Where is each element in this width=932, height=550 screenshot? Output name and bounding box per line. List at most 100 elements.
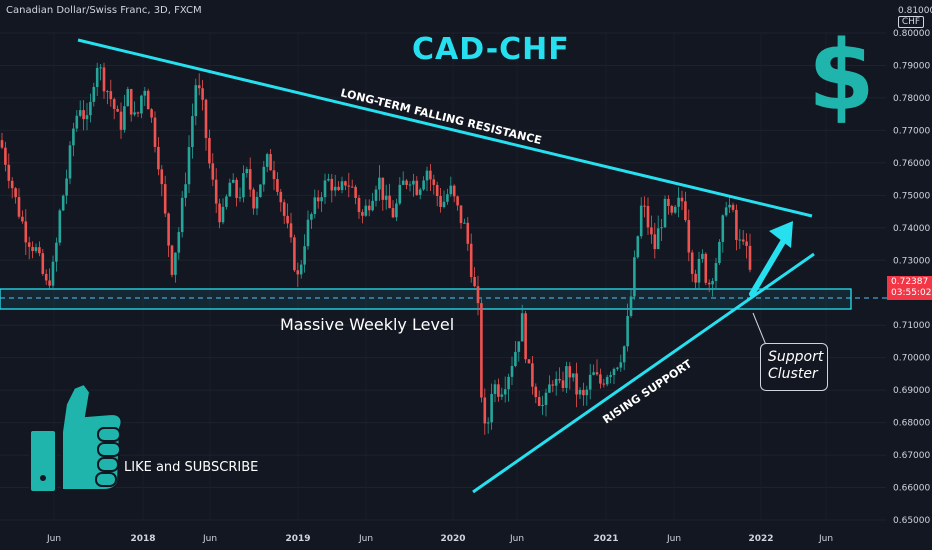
- candle-body: [167, 213, 170, 246]
- candle-body: [616, 367, 619, 369]
- candle-body: [245, 169, 249, 174]
- candle-body: [507, 376, 510, 390]
- candle-body: [378, 177, 381, 190]
- price-tick-label: 0.74000: [893, 224, 930, 234]
- candle-body: [92, 86, 96, 102]
- candle-body: [520, 313, 524, 342]
- price-tick-label: 0.66000: [893, 484, 930, 494]
- price-axis-top: 0.81000: [898, 6, 932, 16]
- candle-body: [177, 232, 181, 253]
- candle-body: [350, 186, 354, 188]
- time-tick-label: Jun: [358, 534, 373, 544]
- candle-body: [7, 164, 11, 181]
- like-subscribe-text: LIKE and SUBSCRIBE: [124, 460, 259, 475]
- candle-body: [677, 197, 680, 207]
- candle-body: [10, 180, 14, 189]
- candle-body: [636, 236, 640, 258]
- candle-body: [146, 90, 150, 110]
- candle-body: [408, 184, 412, 186]
- candle-body: [242, 173, 245, 198]
- price-tick-label: 0.77000: [893, 126, 930, 136]
- candles: [0, 62, 752, 435]
- candle-body: [231, 179, 235, 183]
- candle-body: [588, 374, 592, 390]
- candle-body: [153, 117, 157, 147]
- candle-body: [510, 365, 514, 377]
- time-tick-label: Jun: [666, 534, 681, 544]
- price-tick-label: 0.80000: [893, 29, 930, 39]
- candle-body: [395, 203, 398, 218]
- candle-body: [422, 180, 425, 190]
- candle-body: [221, 206, 225, 223]
- candle-body: [578, 389, 582, 395]
- candle-body: [721, 215, 725, 242]
- candle-body: [85, 115, 89, 120]
- candle-body: [235, 179, 238, 198]
- price-unit-label: 0.81000 CHF: [898, 6, 932, 28]
- candle-body: [252, 189, 255, 209]
- callout-line-2: Cluster: [768, 366, 818, 382]
- candle-body: [41, 253, 45, 274]
- candle-body: [619, 362, 623, 368]
- candle-body: [517, 341, 521, 352]
- candle-body: [701, 253, 704, 259]
- candle-body: [731, 204, 735, 210]
- callout-pointer: [752, 312, 767, 346]
- candle-body: [704, 253, 708, 283]
- price-tick-label: 0.73000: [893, 256, 930, 266]
- candle-body: [544, 392, 548, 405]
- time-tick-label: 2021: [593, 534, 618, 544]
- candle-body: [391, 208, 395, 218]
- candle-body: [707, 282, 711, 285]
- candle-body: [728, 204, 731, 208]
- candle-body: [568, 366, 572, 378]
- candle-body: [89, 101, 92, 116]
- candle-body: [592, 372, 595, 375]
- candle-body: [476, 286, 480, 304]
- candle-body: [354, 186, 357, 199]
- time-tick-label: Jun: [509, 534, 524, 544]
- candle-body: [748, 245, 752, 270]
- candle-body: [320, 197, 323, 202]
- candle-body: [381, 177, 385, 200]
- candle-body: [112, 99, 116, 109]
- candle-body: [463, 222, 466, 224]
- candle-body: [384, 195, 388, 200]
- resistance-label: LONG-TERM FALLING RESISTANCE: [339, 86, 543, 147]
- candle-body: [531, 363, 534, 387]
- candle-body: [160, 169, 164, 185]
- candle-body: [136, 112, 140, 114]
- candle-body: [605, 376, 609, 385]
- candle-body: [500, 394, 504, 397]
- candle-body: [405, 180, 408, 185]
- candle-body: [44, 273, 48, 281]
- candle-body: [361, 212, 364, 216]
- candle-body: [157, 146, 160, 170]
- candle-body: [514, 351, 517, 366]
- candle-body: [38, 247, 41, 254]
- candle-body: [680, 197, 684, 202]
- time-tick-label: Jun: [46, 534, 61, 544]
- candle-body: [643, 205, 646, 207]
- candle-body: [72, 128, 75, 146]
- candle-body: [24, 221, 28, 243]
- candle-body: [571, 373, 575, 378]
- candle-body: [673, 206, 677, 213]
- candle-body: [449, 185, 453, 195]
- candle-body: [344, 181, 347, 186]
- candle-body: [690, 252, 694, 274]
- candle-body: [218, 203, 221, 223]
- dollar-icon: $: [808, 20, 875, 132]
- candle-body: [401, 180, 405, 185]
- candle-body: [126, 89, 130, 107]
- candle-body: [51, 261, 55, 286]
- candle-body: [180, 197, 184, 233]
- candle-body: [17, 197, 21, 217]
- candle-body: [656, 228, 660, 250]
- candle-body: [323, 180, 327, 198]
- candle-body: [282, 202, 286, 216]
- candle-body: [527, 359, 531, 364]
- candle-body: [340, 181, 344, 191]
- candle-body: [442, 201, 446, 207]
- candle-body: [745, 241, 748, 246]
